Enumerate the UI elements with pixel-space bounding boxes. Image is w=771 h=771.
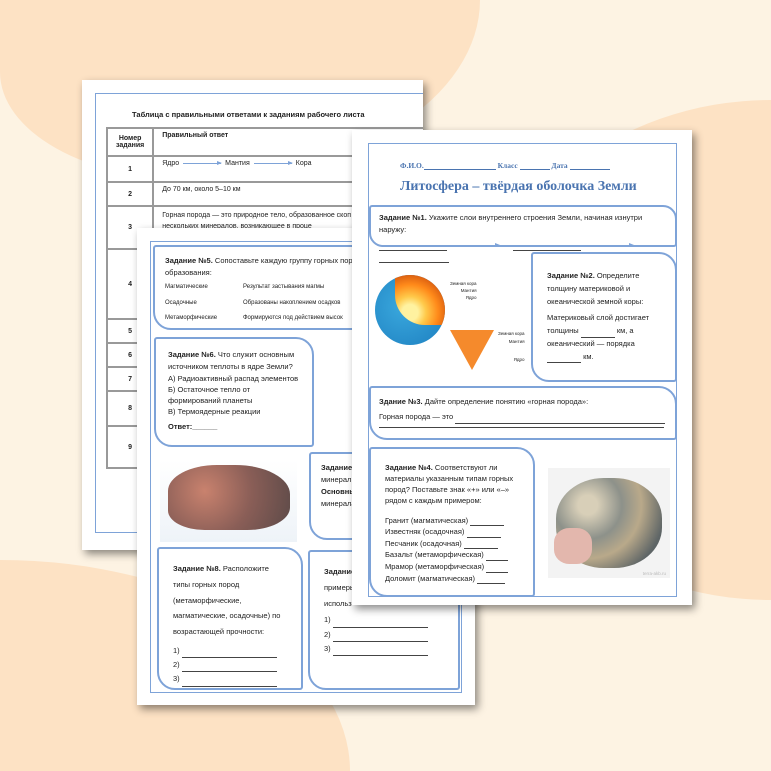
- answer-line[interactable]: [332, 634, 428, 642]
- answer-line[interactable]: [477, 576, 506, 585]
- page-title: Литосфера – твёрдая оболочка Земли: [400, 179, 637, 194]
- answer-line[interactable]: [379, 243, 447, 251]
- answer-line[interactable]: [181, 650, 277, 658]
- oceanic-crust-field[interactable]: [547, 355, 581, 364]
- answer-line[interactable]: [470, 518, 505, 527]
- task4-box: Задание №4. Соответствуют ли материалы у…: [369, 447, 535, 597]
- task8-box: Задание №8. Расположите типы горных поро…: [157, 547, 303, 690]
- granite-image: [160, 460, 297, 542]
- answer-line[interactable]: [466, 530, 501, 538]
- arrow-icon: [461, 242, 500, 247]
- continental-crust-field[interactable]: [580, 330, 615, 338]
- worksheet-page-1: Ф.И.О. Класс Дата Литосфера – твёрдая об…: [352, 130, 692, 605]
- arrow-icon: [595, 242, 634, 247]
- task1-box: Задание №1. Укажите слои внутреннего стр…: [369, 205, 677, 263]
- answers-title: Таблица с правильными ответами к задания…: [132, 110, 365, 119]
- task6-box: Задание №6. Что служит основным источник…: [154, 337, 314, 447]
- task3-box: Здание №3. Дайте определение понятию «го…: [369, 386, 677, 440]
- answer-line[interactable]: [485, 553, 508, 561]
- student-header: Ф.И.О. Класс Дата: [400, 161, 610, 170]
- cone-labels: Земная кора Мантия Ядро: [498, 331, 525, 362]
- earth-cone-image: [450, 330, 494, 370]
- rocks-image: terra-akb.ru: [548, 468, 670, 578]
- fio-field[interactable]: [423, 162, 496, 170]
- answer-line[interactable]: [332, 620, 428, 628]
- date-field[interactable]: [569, 162, 610, 170]
- definition-field[interactable]: [455, 416, 666, 424]
- answer-line[interactable]: [379, 255, 449, 263]
- class-field[interactable]: [519, 162, 550, 170]
- arrow-icon: [183, 160, 223, 165]
- answer-line[interactable]: [181, 679, 277, 687]
- earth-structure-image: [375, 275, 445, 345]
- task2-box: Задание №2. Определите толщину материков…: [531, 252, 677, 382]
- answer-line[interactable]: [486, 565, 509, 573]
- answer-line[interactable]: [463, 541, 498, 550]
- answer-line[interactable]: [181, 664, 277, 673]
- earth-labels: Земная кора Мантия Ядро: [450, 281, 477, 300]
- arrow-icon: [253, 160, 293, 165]
- definition-field-2[interactable]: [379, 424, 664, 428]
- answer-line[interactable]: [332, 648, 428, 656]
- answer-line[interactable]: [513, 243, 581, 251]
